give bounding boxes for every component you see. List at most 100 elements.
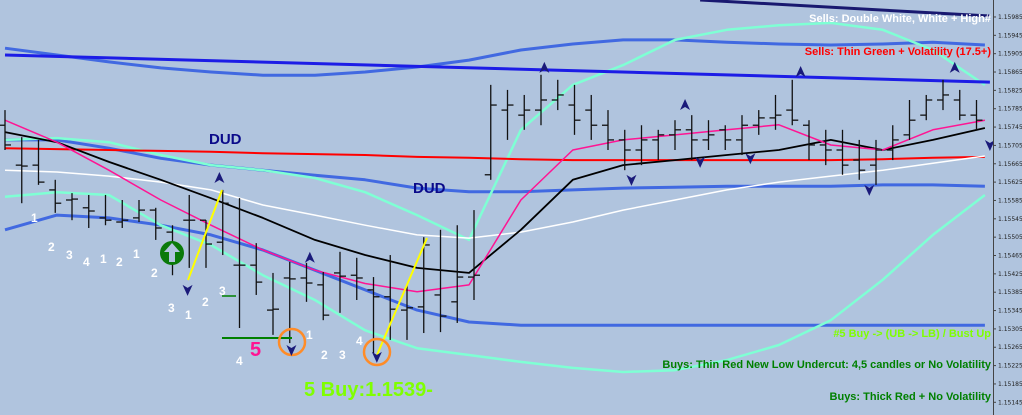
ohlc-bar	[317, 272, 330, 321]
axis-tick-label: 1.15665	[998, 161, 1022, 168]
ohlc-bar	[99, 194, 112, 226]
ohlc-bar	[484, 84, 497, 180]
count-label: 3	[66, 248, 73, 262]
axis-tick-label: 1.15225	[998, 363, 1022, 370]
ohlc-bar	[669, 120, 681, 150]
ohlc-bar	[535, 74, 547, 126]
ohlc-bar	[49, 179, 62, 213]
axis-tick-label: 1.15185	[998, 381, 1022, 388]
upper-trend-line	[4, 53, 990, 84]
axis-tick-label: 1.15945	[998, 32, 1022, 39]
axis-tick-label: 1.15745	[998, 124, 1022, 131]
ohlc-bar	[685, 115, 698, 161]
ohlc-bar	[233, 198, 246, 328]
fractal-markers	[182, 61, 995, 363]
count-label: 4	[83, 255, 90, 269]
count-label: 2	[321, 348, 328, 362]
axis-tick-label: 1.15265	[998, 344, 1022, 351]
ohlc-bar	[836, 129, 849, 175]
ohlc-bar	[149, 207, 162, 240]
count-label: 2	[151, 266, 158, 280]
ohlc-bar	[468, 210, 480, 300]
up-fractal-arrow-icon	[795, 66, 806, 78]
ohlc-bar	[116, 200, 129, 228]
ohlc-bar	[183, 194, 196, 268]
ohlc-bar	[15, 137, 28, 204]
ohlc-bar	[518, 94, 531, 130]
axis-tick-label: 1.15345	[998, 308, 1022, 315]
down-fractal-arrow-icon	[864, 184, 875, 196]
up-fractal-arrow-icon	[949, 61, 960, 73]
count-label: 1	[185, 308, 192, 322]
buy-price-label: 5 Buy:1.1539-	[304, 379, 433, 401]
axis-tick-label: 1.15905	[998, 51, 1022, 58]
ohlc-bar	[886, 125, 899, 161]
note-buys-thin-red: Buys: Thin Red New Low Undercut: 4,5 can…	[662, 359, 992, 371]
ohlc-bar	[953, 89, 966, 121]
ohlc-bar	[752, 110, 765, 135]
outer-lower-line	[4, 190, 986, 374]
count-label: 4	[356, 334, 363, 348]
ohlc-bar	[803, 120, 815, 161]
ohlc-bar	[903, 100, 916, 140]
axis-tick-label: 1.15625	[998, 179, 1022, 186]
note-buy-five: #5 Buy -> (UB -> LB) / Bust Up	[833, 328, 991, 340]
ohlc-bar	[551, 79, 564, 111]
orange-circle-marker	[362, 337, 392, 367]
count-label: 1	[306, 328, 313, 342]
price-axis-background	[993, 0, 1022, 415]
note-sells-thin-green: Sells: Thin Green + Volatility (17.5+)	[805, 46, 992, 58]
axis-tick-label: 1.15505	[998, 234, 1022, 241]
green-up-arrow-icon	[160, 241, 184, 265]
ohlc-bar	[267, 272, 279, 335]
count-label: 2	[116, 255, 123, 269]
ohlc-bar	[853, 139, 866, 180]
up-fractal-arrow-icon	[304, 251, 315, 263]
axis-tick-label: 1.15145	[998, 399, 1022, 406]
ohlc-bar	[920, 94, 933, 121]
ohlc-bar	[216, 189, 229, 256]
yellow-trend-line	[187, 189, 223, 281]
ohlc-bar	[133, 200, 145, 223]
pink-ma-line	[4, 119, 986, 293]
up-fractal-arrow-icon	[539, 61, 550, 73]
indicator-lines	[4, 0, 990, 374]
axis-tick-label: 1.15545	[998, 216, 1022, 223]
axis-tick-label: 1.15865	[998, 69, 1022, 76]
top-trend-line	[700, 0, 990, 18]
axis-tick-label: 1.15385	[998, 289, 1022, 296]
ohlc-bar	[32, 139, 45, 185]
count-label: 3	[168, 301, 175, 315]
ohlc-bar	[870, 139, 882, 185]
ohlc-bar	[401, 284, 413, 340]
ohlc-bar	[501, 89, 514, 140]
ohlc-bar	[702, 120, 715, 150]
outer-upper-line	[4, 21, 986, 242]
count-label: 3	[339, 348, 346, 362]
count-label: 4	[236, 354, 243, 368]
ohlc-bar	[0, 110, 11, 150]
down-fractal-arrow-icon	[695, 156, 706, 168]
count-label: 1	[100, 252, 107, 266]
ohlc-bar	[635, 125, 648, 166]
ohlc-bar	[786, 79, 799, 126]
down-fractal-arrow-icon	[984, 139, 995, 151]
ohlc-bar	[769, 94, 782, 130]
ohlc-bar	[250, 243, 263, 295]
ohlc-bar	[719, 125, 732, 150]
down-fractal-arrow-icon	[745, 153, 756, 165]
price-bars	[0, 74, 983, 354]
ohlc-bar	[602, 110, 614, 150]
note-buys-thick-red: Buys: Thick Red + No Volatility	[830, 391, 992, 403]
axis-tick-label: 1.15585	[998, 197, 1022, 204]
axis-tick-label: 1.15785	[998, 106, 1022, 113]
ohlc-bar	[66, 193, 78, 221]
ohlc-bar	[937, 79, 949, 111]
ohlc-bar	[82, 194, 95, 228]
count-label: 1	[133, 247, 140, 261]
ohlc-bar	[652, 129, 665, 161]
ohlc-bar	[434, 229, 447, 333]
